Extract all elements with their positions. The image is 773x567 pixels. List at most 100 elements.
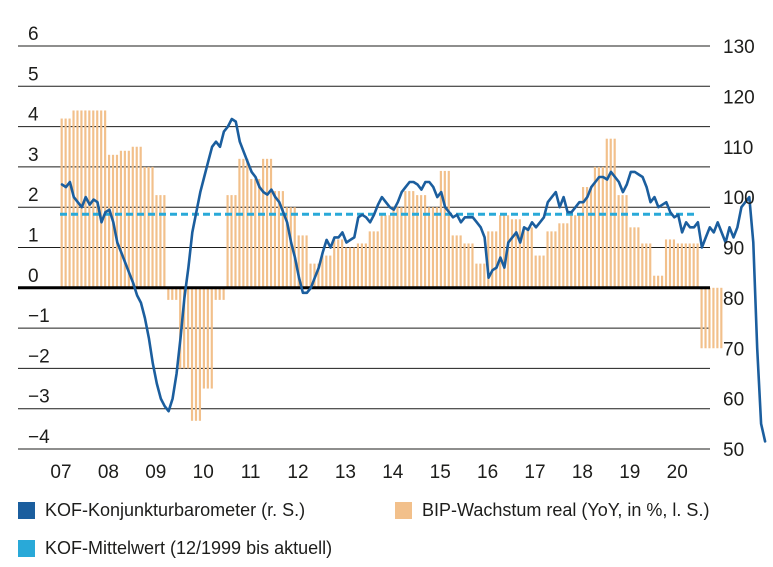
- gdp-bar: [115, 154, 119, 288]
- gdp-bar: [404, 191, 407, 288]
- x-tick-label: 11: [241, 462, 261, 483]
- gdp-bar: [226, 195, 229, 288]
- gdp-bar: [254, 178, 257, 288]
- gdp-bar: [649, 243, 652, 288]
- gdp-bar: [581, 187, 585, 288]
- gdp-bar: [277, 191, 281, 288]
- left-tick-label: 4: [28, 105, 39, 126]
- kof-line-group: [60, 117, 767, 443]
- gdp-bar: [258, 178, 261, 288]
- gdp-bar: [491, 231, 494, 288]
- gdp-bar: [514, 219, 518, 288]
- gdp-bar: [502, 215, 506, 288]
- gdp-bar: [412, 191, 415, 288]
- gdp-bar: [641, 243, 644, 288]
- gdp-bar: [558, 223, 561, 288]
- gdp-bar: [617, 195, 620, 288]
- gdp-bar: [716, 287, 719, 349]
- gdp-bar: [317, 263, 320, 288]
- gdp-bar: [285, 207, 288, 288]
- left-tick-label: −2: [28, 346, 50, 367]
- gdp-bar: [64, 118, 67, 288]
- left-tick-label: 3: [28, 145, 39, 166]
- gdp-bar: [198, 287, 202, 421]
- gdp-bar: [684, 243, 687, 288]
- gdp-bar: [475, 263, 478, 288]
- legend-item-gdp: BIP-Wachstum real (YoY, in %, l. S.): [395, 500, 709, 521]
- gdp-bar: [265, 158, 269, 288]
- gdp-bar: [479, 263, 482, 288]
- gdp-bar: [183, 287, 186, 369]
- gdp-bar: [167, 287, 170, 300]
- x-tick-label: 07: [50, 462, 71, 483]
- gdp-bar: [483, 263, 486, 288]
- gdp-bar: [459, 235, 462, 288]
- gdp-bar: [570, 215, 573, 288]
- gdp-bar: [597, 166, 600, 288]
- left-tick-label: −4: [28, 427, 50, 448]
- gdp-bar: [518, 219, 521, 288]
- gdp-bar: [356, 243, 360, 288]
- gdp-bar: [360, 243, 363, 288]
- gdp-bar: [72, 110, 75, 288]
- gdp-bar: [281, 191, 284, 288]
- legend-item-kof: KOF-Konjunkturbarometer (r. S.): [18, 500, 305, 521]
- right-tick-label: 90: [723, 239, 744, 260]
- gdp-bar: [712, 287, 715, 349]
- gdp-bar: [467, 243, 470, 288]
- gdp-bar: [131, 146, 134, 288]
- gdp-bar: [400, 207, 403, 288]
- gdp-bar: [645, 243, 648, 288]
- gdp-bar: [668, 239, 672, 288]
- gdp-bar: [139, 146, 142, 288]
- gdp-bar: [348, 247, 352, 288]
- gdp-bar: [368, 231, 371, 288]
- gdp-bar: [435, 207, 439, 288]
- legend-label-mean: KOF-Mittelwert (12/1999 bis aktuell): [45, 538, 333, 558]
- left-tick-label: −3: [28, 387, 50, 408]
- gdp-bar: [341, 239, 344, 288]
- gdp-bar: [329, 255, 332, 288]
- x-tick-label: 16: [477, 462, 498, 483]
- left-tick-label: −1: [28, 306, 50, 327]
- gdp-bar: [676, 243, 679, 288]
- gdp-bar: [451, 235, 454, 288]
- gdp-bar: [522, 227, 525, 288]
- gdp-bar: [80, 110, 83, 288]
- gdp-bar: [439, 170, 442, 288]
- gdp-bar: [309, 263, 312, 288]
- gdp-bar: [107, 154, 111, 288]
- gdp-bar: [269, 158, 273, 288]
- gdp-bar: [629, 227, 632, 288]
- gdp-bar: [234, 195, 237, 288]
- gdp-bar: [352, 247, 356, 288]
- gdp-bar: [554, 231, 557, 288]
- x-tick-label: 15: [430, 462, 451, 483]
- gdp-bar: [155, 195, 158, 288]
- gdp-bar: [96, 110, 99, 288]
- gdp-bar: [704, 287, 707, 349]
- gdp-bar: [688, 243, 691, 288]
- gdp-bar: [593, 166, 597, 288]
- gdp-bar: [214, 287, 217, 300]
- right-tick-label: 50: [723, 440, 744, 461]
- gdp-bar: [542, 255, 545, 288]
- x-tick-label: 13: [335, 462, 356, 483]
- gdp-bar: [210, 287, 213, 389]
- gdp-bar: [487, 231, 490, 288]
- gdp-bar: [289, 207, 292, 288]
- gdp-bar: [546, 231, 549, 288]
- gdp-bar: [321, 255, 324, 288]
- gdp-bar: [305, 235, 308, 288]
- gdp-bar: [388, 215, 391, 288]
- gdp-bar: [530, 227, 533, 288]
- gdp-bar: [293, 207, 296, 288]
- gdp-bar: [163, 195, 166, 288]
- gdp-bar: [660, 275, 664, 288]
- gdp-bar: [376, 231, 379, 288]
- right-tick-label: 70: [723, 339, 744, 360]
- gdp-bar: [60, 118, 63, 288]
- right-tick-label: 130: [723, 37, 755, 58]
- gdp-bar: [534, 255, 537, 288]
